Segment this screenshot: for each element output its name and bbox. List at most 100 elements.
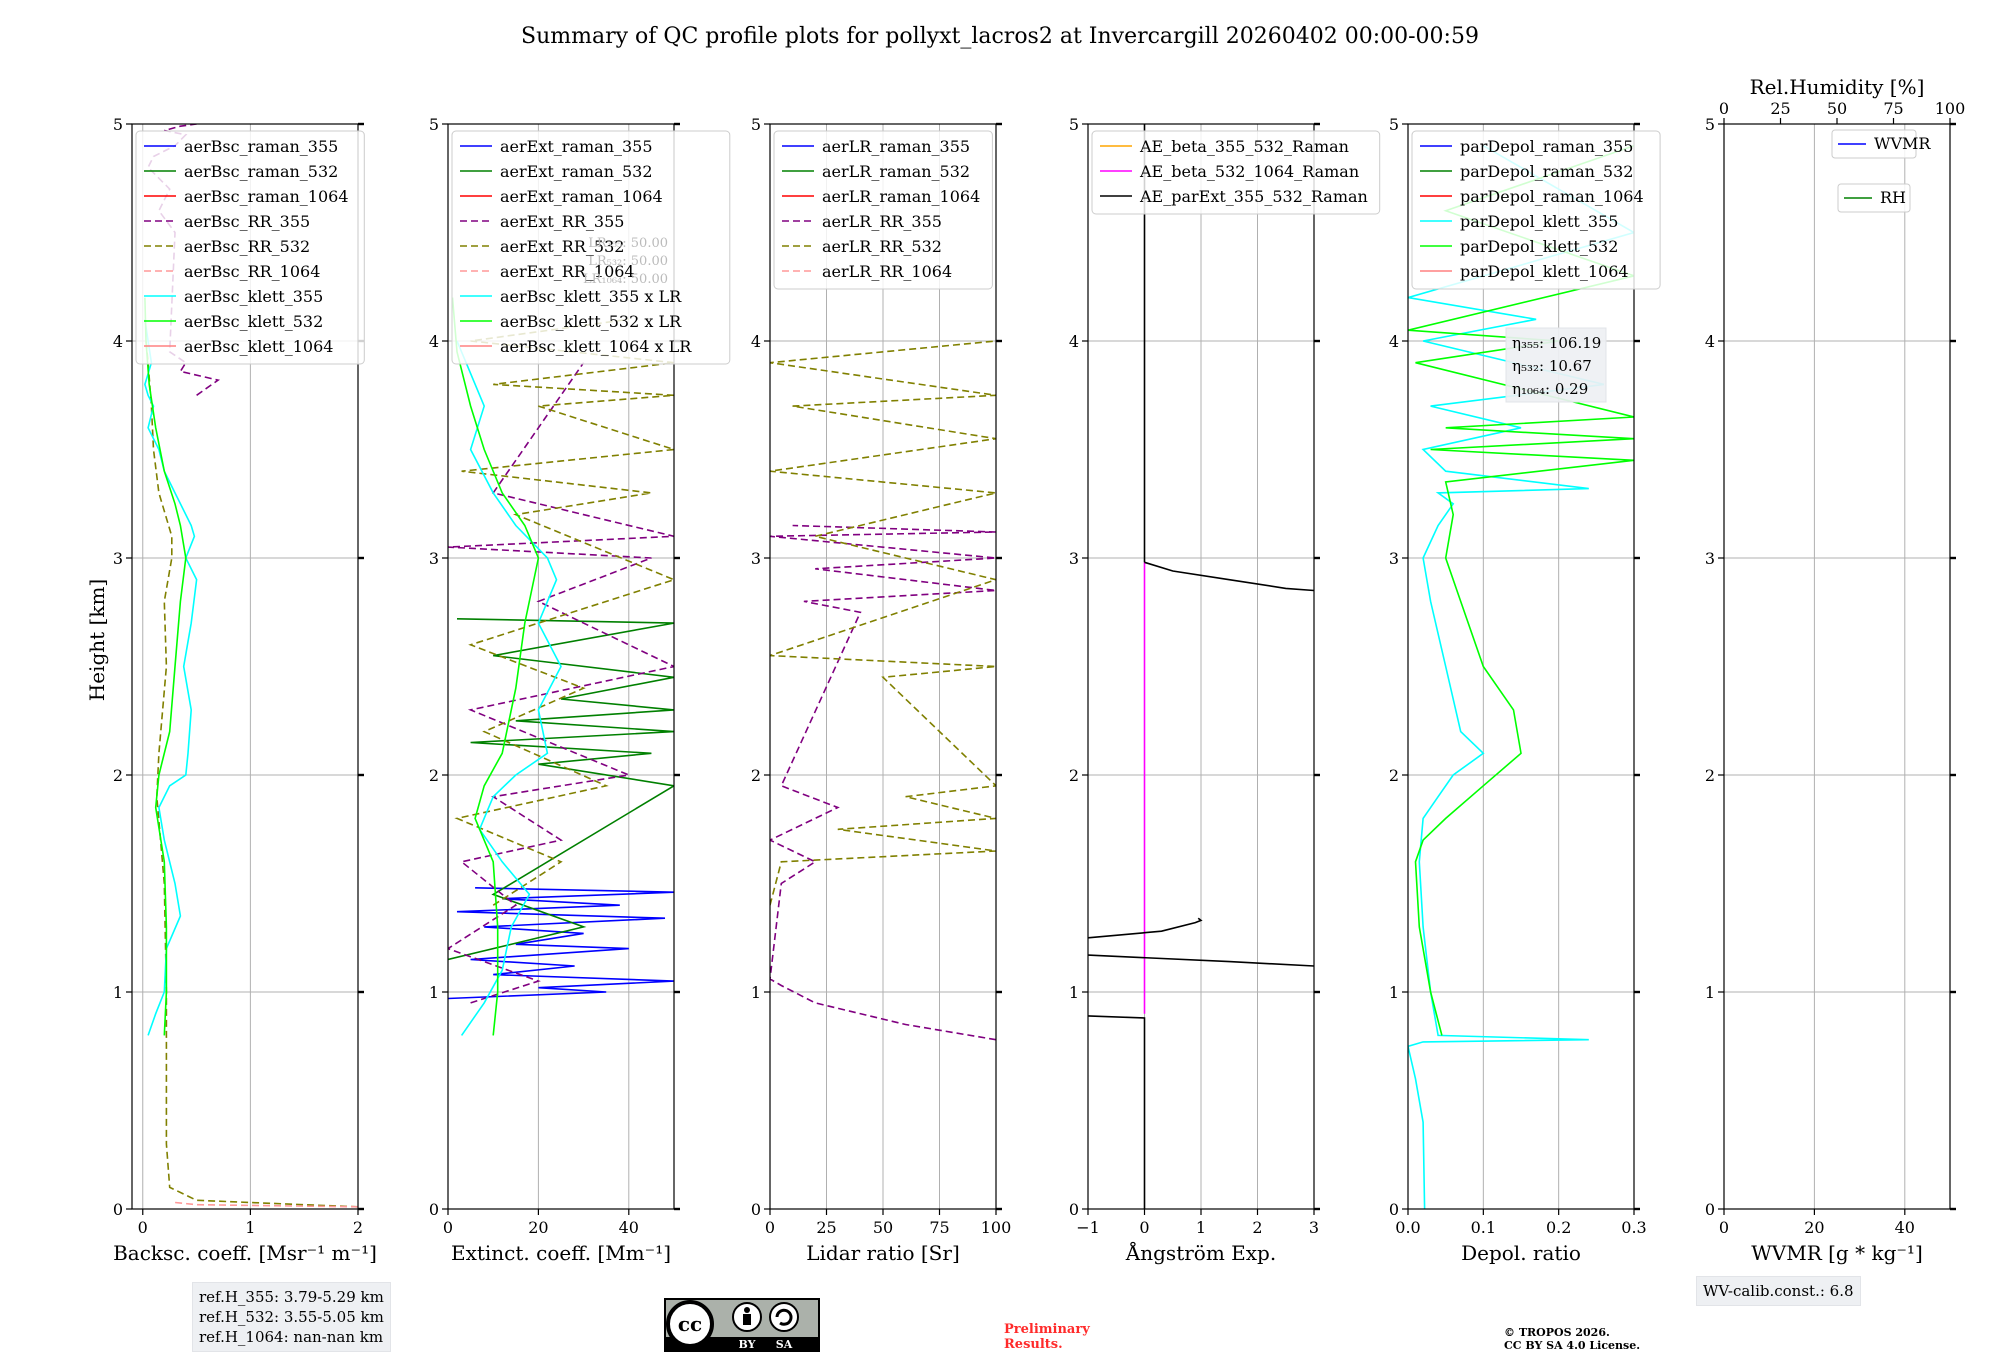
- x-tick-label: 0: [765, 1218, 775, 1237]
- wv-calibration-constant: WV-calib.const.: 6.8: [1703, 1282, 1854, 1300]
- legend-label: parDepol_klett_1064: [1460, 262, 1629, 281]
- series-line-AE-parExt-355-532-Raman: [1088, 124, 1314, 1209]
- legend-label: aerBsc_klett_532 x LR: [500, 312, 682, 331]
- series-line-aerExt-raman-355: [448, 887, 674, 1000]
- legend-box: [1091, 130, 1381, 215]
- legend-box: [773, 130, 993, 290]
- y-tick-label: 1: [1705, 983, 1715, 1002]
- eta-label: η₅₃₂: 10.67: [1512, 357, 1592, 375]
- x-tick-label: −1: [1076, 1218, 1100, 1237]
- series-line-aerBsc-RR-532: [145, 340, 358, 1208]
- legend: AE_beta_355_532_Raman AE_beta_532_1064_Ra…: [1091, 130, 1381, 215]
- lidar-ratio-label: LR₁₀₆₄: 50.00: [583, 272, 668, 287]
- y-tick-label: 2: [429, 766, 439, 785]
- y-tick-label: 1: [751, 983, 761, 1002]
- y-tick-label: 5: [113, 115, 123, 134]
- x-tick-label: 0.2: [1546, 1218, 1571, 1237]
- x-tick-label: 0: [1719, 1218, 1729, 1237]
- x-tick-label: 0.0: [1395, 1218, 1420, 1237]
- x-tick-label: 0: [1139, 1218, 1149, 1237]
- series-line-parDepol-klett-355: [1408, 145, 1634, 1209]
- x-tick-label: 50: [873, 1218, 893, 1237]
- y-tick-label: 5: [429, 115, 439, 134]
- legend-label: aerLR_RR_532: [822, 237, 942, 256]
- legend-label: AE_parExt_355_532_Raman: [1139, 187, 1368, 206]
- legend-label: parDepol_raman_1064: [1460, 187, 1644, 206]
- y-tick-label: 1: [1389, 983, 1399, 1002]
- x-axis-label: Ångström Exp.: [1125, 1240, 1276, 1265]
- y-tick-label: 0: [1069, 1200, 1079, 1219]
- series-line-aerBsc-klett-532: [144, 297, 187, 1036]
- ref-height-355: ref.H_355: 3.79-5.29 km: [199, 1288, 384, 1306]
- x-tick-label: 2: [1252, 1218, 1262, 1237]
- legend-label: aerLR_RR_355: [822, 212, 942, 231]
- series-group: [770, 340, 996, 1041]
- top-x-tick-label: 100: [1935, 99, 1966, 118]
- y-axis-label: Height [km]: [85, 579, 109, 701]
- legend-label: aerBsc_RR_1064: [184, 262, 320, 281]
- cc-icon: [666, 1300, 714, 1348]
- legend-label: aerBsc_klett_1064 x LR: [500, 337, 692, 356]
- x-tick-label: 3: [1309, 1218, 1319, 1237]
- y-tick-label: 4: [1069, 332, 1079, 351]
- axes-frame: [1723, 123, 1951, 1210]
- axes-frame: [1407, 123, 1635, 1210]
- x-tick-label: 20: [1804, 1218, 1824, 1237]
- legend-label: aerExt_RR_1064: [500, 262, 635, 281]
- y-tick-label: 0: [429, 1200, 439, 1219]
- x-axis-label: Backsc. coeff. [Msr⁻¹ m⁻¹]: [113, 1241, 377, 1265]
- series-line-aerBsc-klett-532-x-LR: [451, 297, 540, 1036]
- sa-text: SA: [776, 1338, 793, 1351]
- legend-box: [1831, 129, 1917, 159]
- legend-label: RH: [1880, 188, 1906, 207]
- series-line-aerBsc-RR-1064: [174, 1201, 358, 1208]
- sa-icon: [769, 1302, 799, 1332]
- legend-label: parDepol_klett_532: [1460, 237, 1618, 256]
- y-tick-label: 1: [113, 983, 123, 1002]
- y-tick-label: 3: [1705, 549, 1715, 568]
- legend-label: aerLR_RR_1064: [822, 262, 952, 281]
- y-tick-label: 2: [751, 766, 761, 785]
- legend-label: aerLR_raman_1064: [822, 187, 980, 206]
- y-tick-label: 1: [1069, 983, 1079, 1002]
- legend-label: aerBsc_klett_355: [184, 287, 323, 306]
- legend-label: aerBsc_RR_532: [184, 237, 310, 256]
- cc-text: cc: [678, 1312, 702, 1336]
- eta-box: [1505, 327, 1607, 403]
- legend-label: parDepol_klett_355: [1460, 212, 1618, 231]
- y-tick-label: 3: [113, 549, 123, 568]
- y-tick-label: 2: [1389, 766, 1399, 785]
- x-tick-label: 20: [528, 1218, 548, 1237]
- y-tick-label: 5: [1389, 115, 1399, 134]
- x-axis-label: Lidar ratio [Sr]: [806, 1241, 960, 1265]
- series-group: [448, 297, 674, 1036]
- preliminary-results-note: Preliminary Results.: [1004, 1322, 1090, 1352]
- legend-box: [1411, 130, 1661, 290]
- by-text: BY: [739, 1338, 756, 1351]
- preliminary-line-1: Preliminary: [1004, 1322, 1090, 1337]
- ref-height-532: ref.H_532: 3.55-5.05 km: [199, 1308, 384, 1326]
- top-x-axis-label: Rel.Humidity [%]: [1750, 75, 1925, 99]
- y-tick-label: 5: [1705, 115, 1715, 134]
- y-tick-label: 5: [1069, 115, 1079, 134]
- legend-label: parDepol_raman_532: [1460, 162, 1633, 181]
- legend-box: [1837, 183, 1911, 213]
- eta-label: η₃₅₅: 106.19: [1512, 334, 1601, 352]
- series-line-aerExt-RR-532: [454, 318, 674, 906]
- y-tick-label: 1: [429, 983, 439, 1002]
- x-tick-label: 0.1: [1471, 1218, 1496, 1237]
- legend-label: AE_beta_355_532_Raman: [1139, 137, 1349, 156]
- lidar-ratio-label: LR₅₃₂: 50.00: [588, 254, 668, 269]
- legend-label: aerBsc_RR_355: [184, 212, 310, 231]
- x-tick-label: 25: [816, 1218, 836, 1237]
- top-x-tick-label: 0: [1719, 99, 1729, 118]
- y-tick-label: 3: [1389, 549, 1399, 568]
- x-tick-label: 40: [1895, 1218, 1915, 1237]
- wv-calibration-box: WV-calib.const.: 6.8: [1696, 1276, 1861, 1306]
- copyright-line-2: CC BY SA 4.0 License.: [1504, 1339, 1641, 1352]
- legend: aerExt_raman_355 aerExt_raman_532 aerExt_r…: [451, 130, 731, 365]
- series-group: [1408, 144, 1634, 1209]
- top-x-tick-label: 25: [1770, 99, 1790, 118]
- series-line-aerLR-RR-532: [770, 340, 996, 906]
